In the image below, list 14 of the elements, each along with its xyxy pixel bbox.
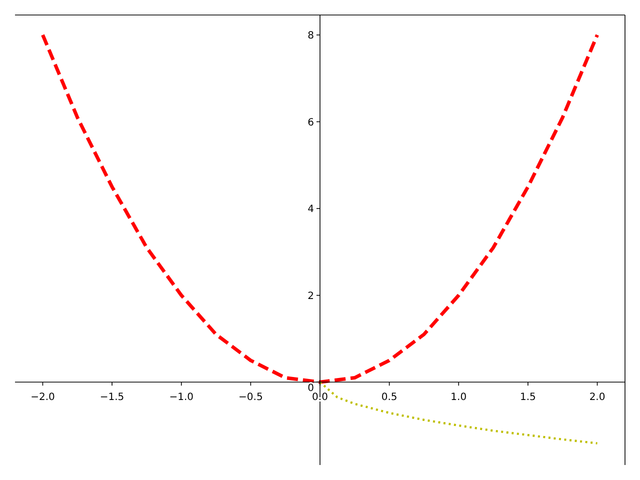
y-tick-label: 8 — [308, 30, 314, 42]
y-tick-label: 4 — [308, 204, 314, 216]
x-tick-label: 2.0 — [589, 392, 606, 404]
y-tick-label: 6 — [308, 117, 314, 128]
x-tick-label: −1.5 — [100, 392, 124, 404]
x-tick-label: −2.0 — [30, 392, 55, 404]
x-tick-label: 0.5 — [381, 392, 398, 404]
x-tick-label: −1.0 — [169, 392, 194, 404]
y-tick-label: 2 — [308, 290, 314, 302]
x-tick-label: 1.0 — [450, 392, 467, 404]
line-series — [40, 33, 600, 384]
x-tick-label: −0.5 — [238, 392, 263, 404]
x-tick-label: 1.5 — [520, 392, 536, 404]
y-tick-label: 0 — [308, 383, 314, 394]
